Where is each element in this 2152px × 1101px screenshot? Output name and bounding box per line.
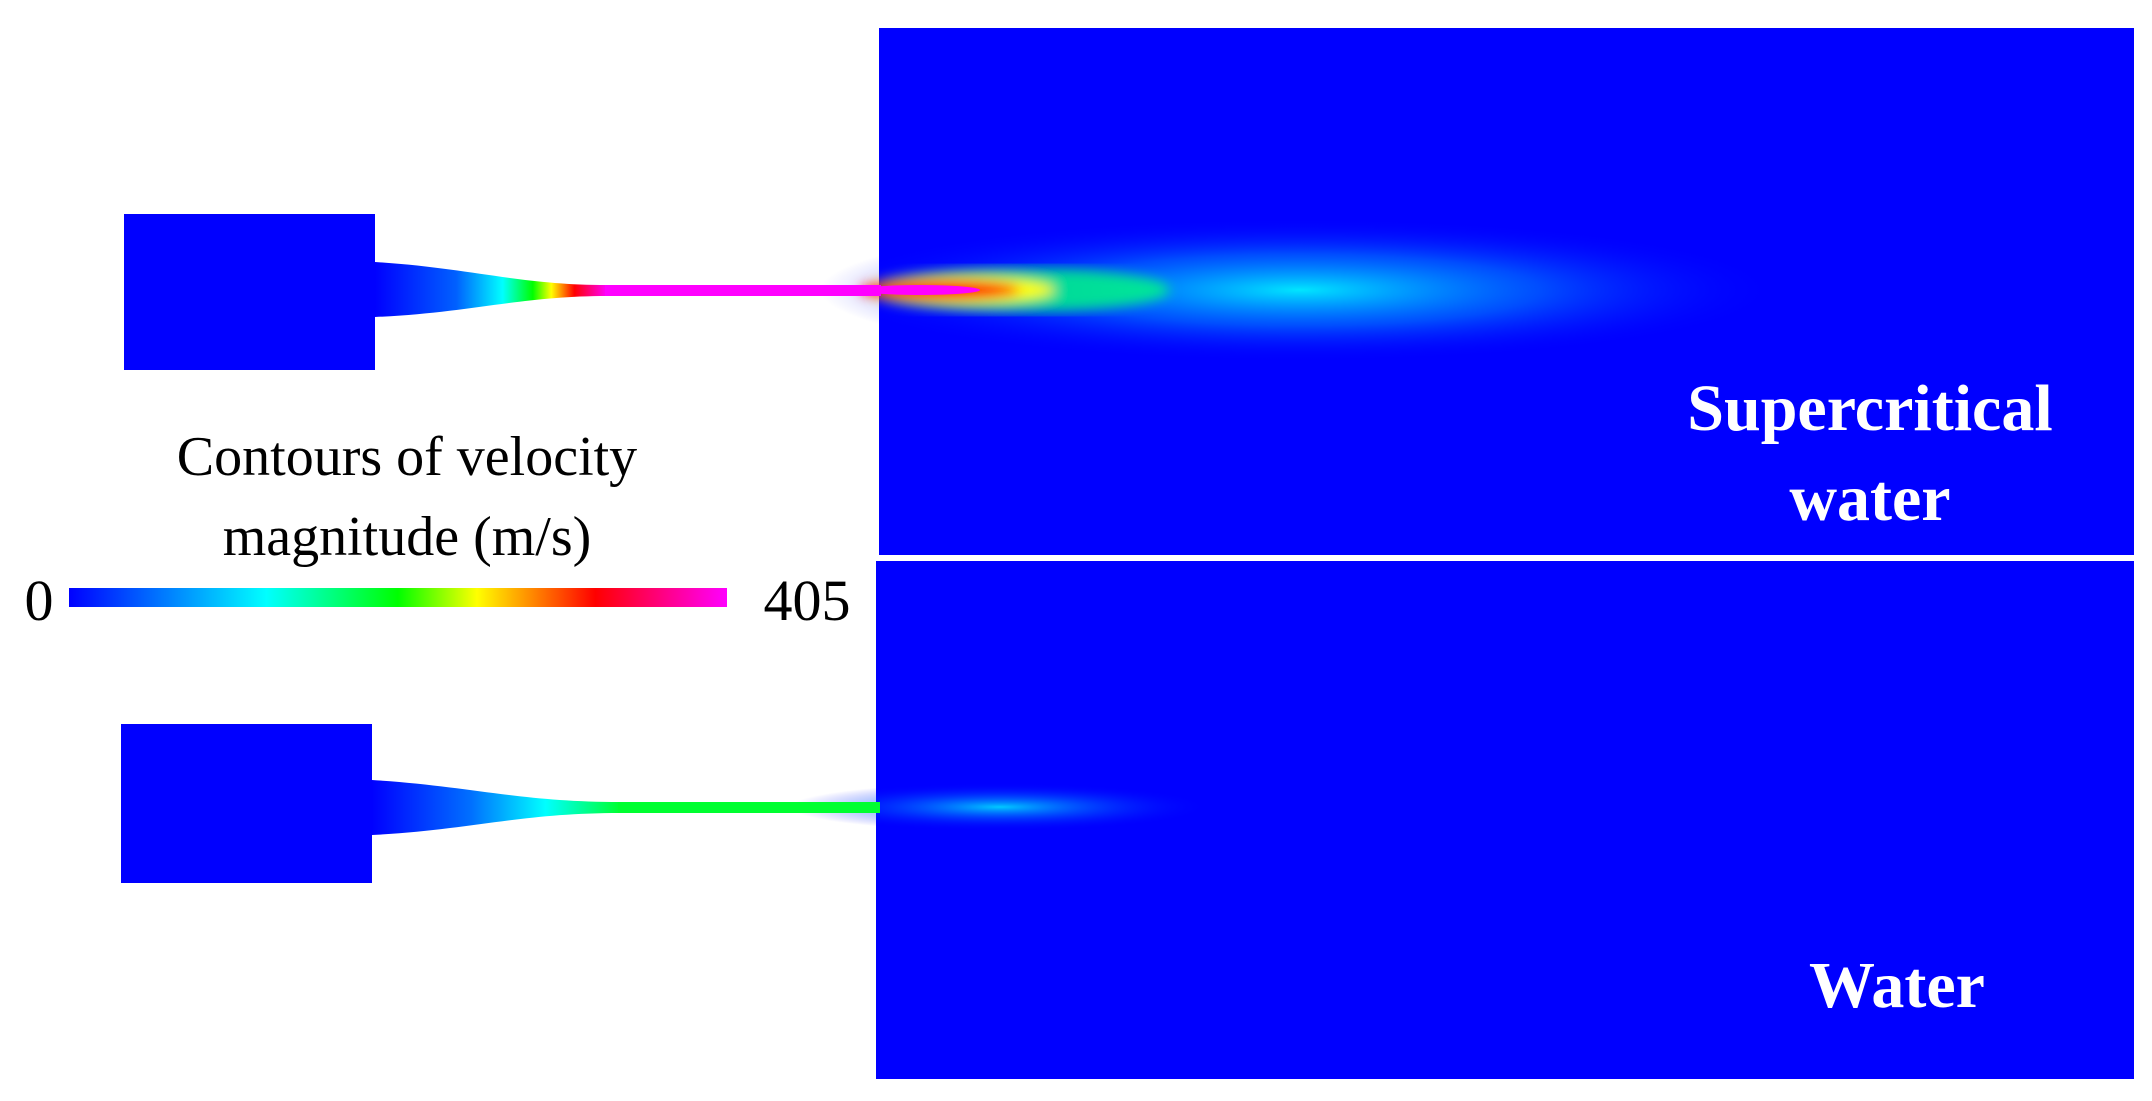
legend-title: magnitude (m/s) xyxy=(223,506,592,568)
tube-top xyxy=(605,285,881,296)
jet-plume xyxy=(790,783,1210,831)
tube-bottom xyxy=(618,802,880,813)
nozzle-top xyxy=(375,262,607,317)
chamber-bottom xyxy=(121,724,372,883)
jet-core-center xyxy=(860,285,980,295)
legend-title: Contours of velocity xyxy=(177,426,637,488)
colorbar-max: 405 xyxy=(764,568,851,633)
panel-label: Supercritical xyxy=(1687,372,2052,445)
panel-label: water xyxy=(1789,462,1950,535)
jet-plume xyxy=(820,218,1780,362)
nozzle-bottom xyxy=(372,780,620,835)
colorbar xyxy=(69,588,727,607)
panel-label: Water xyxy=(1809,949,1985,1022)
colorbar-min: 0 xyxy=(25,568,54,633)
chamber-top xyxy=(124,214,375,370)
